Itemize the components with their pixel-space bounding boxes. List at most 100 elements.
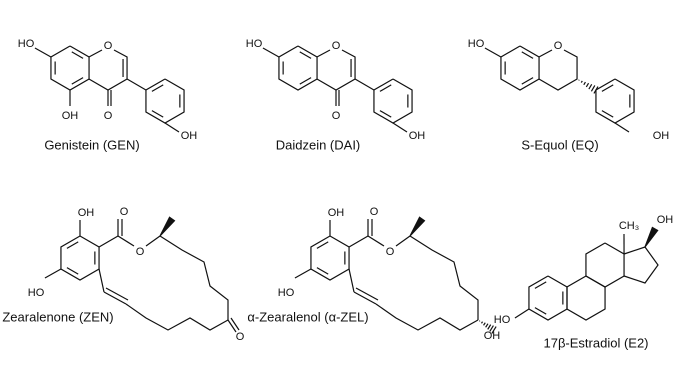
bond [98, 268, 105, 293]
bond [590, 85, 596, 92]
bond [644, 226, 659, 248]
bond [71, 77, 84, 85]
bond [348, 235, 369, 248]
bond [595, 78, 635, 124]
atom-label: CH₃ [619, 220, 639, 232]
bond [373, 78, 413, 124]
atom-label: O [332, 110, 341, 122]
atom-label: HO [494, 314, 511, 326]
atom-label: HO [18, 38, 35, 50]
bond [88, 49, 128, 91]
bond [593, 86, 599, 94]
bond [484, 47, 502, 58]
atom-label: O [104, 40, 113, 52]
bond [392, 122, 408, 133]
atom-label: HO [468, 38, 485, 50]
bond [409, 235, 479, 320]
bond [601, 110, 614, 118]
bond [580, 80, 583, 83]
atom-label: OH [328, 207, 345, 219]
bond [521, 51, 534, 59]
atom-label: HO [28, 287, 45, 299]
bond [534, 307, 547, 315]
bond [310, 235, 350, 281]
bond [151, 110, 164, 118]
bond [145, 235, 161, 247]
bond [60, 235, 100, 281]
bond [164, 122, 180, 133]
bond [230, 317, 240, 331]
compound-name: 17β-Estradiol (E2) [543, 335, 648, 350]
bond [538, 49, 553, 58]
bond [480, 321, 484, 324]
bond [66, 241, 79, 249]
atom-label: OH [653, 130, 670, 142]
bond [521, 77, 534, 85]
bond [601, 84, 614, 92]
atom-label: O [370, 206, 379, 218]
bond [348, 268, 355, 293]
bond [375, 303, 479, 331]
bond [105, 287, 129, 301]
atom-label: O [554, 40, 563, 52]
bond [316, 241, 329, 249]
bond [483, 322, 486, 326]
bond [534, 281, 547, 289]
bond [159, 216, 176, 237]
bond [491, 326, 497, 334]
bond [50, 45, 90, 91]
bond [159, 235, 229, 320]
bond [278, 45, 318, 91]
compound-name: Zearalenone (ZEN) [2, 309, 113, 324]
bonds [34, 45, 659, 334]
atom-label: O [136, 246, 145, 258]
bond [88, 49, 103, 58]
bond [614, 122, 630, 133]
bond [588, 83, 593, 90]
compound-name: Genistein (GEN) [44, 137, 139, 152]
bond [262, 47, 280, 58]
bond [623, 246, 659, 284]
bond [316, 267, 329, 275]
atom-label: OH [181, 130, 198, 142]
bond [395, 235, 411, 247]
bond [299, 51, 312, 59]
atom-label: HO [246, 38, 263, 50]
bond [126, 78, 147, 91]
bond [316, 49, 331, 58]
bond [487, 324, 492, 330]
atom-label: OH [657, 214, 674, 226]
bond [299, 77, 312, 85]
bond [227, 319, 237, 333]
atom-label: O [332, 40, 341, 52]
bond [355, 287, 379, 301]
bond [66, 267, 79, 275]
bond [489, 325, 494, 332]
bond [500, 45, 540, 91]
atom-label: O [120, 206, 129, 218]
bond [583, 81, 586, 86]
bond [125, 303, 229, 331]
atom-label: HO [278, 287, 295, 299]
compound-name: α-Zearalenol (α-ZEL) [247, 309, 368, 324]
bond [151, 84, 164, 92]
bond [354, 78, 375, 91]
bond [379, 110, 392, 118]
bond [528, 275, 568, 321]
bond [485, 323, 489, 328]
bond [71, 51, 84, 59]
atom-label: O [104, 110, 113, 122]
bond [316, 49, 356, 91]
bond [409, 216, 426, 237]
bond [44, 268, 62, 279]
bond [566, 275, 606, 321]
atom-label: O [236, 331, 245, 343]
atom-label: OH [78, 207, 95, 219]
bond [514, 308, 530, 319]
bond [367, 235, 385, 247]
bond [103, 291, 127, 305]
atom-label: OH [409, 130, 426, 142]
atom-label: OH [484, 330, 501, 342]
bond [98, 235, 119, 248]
